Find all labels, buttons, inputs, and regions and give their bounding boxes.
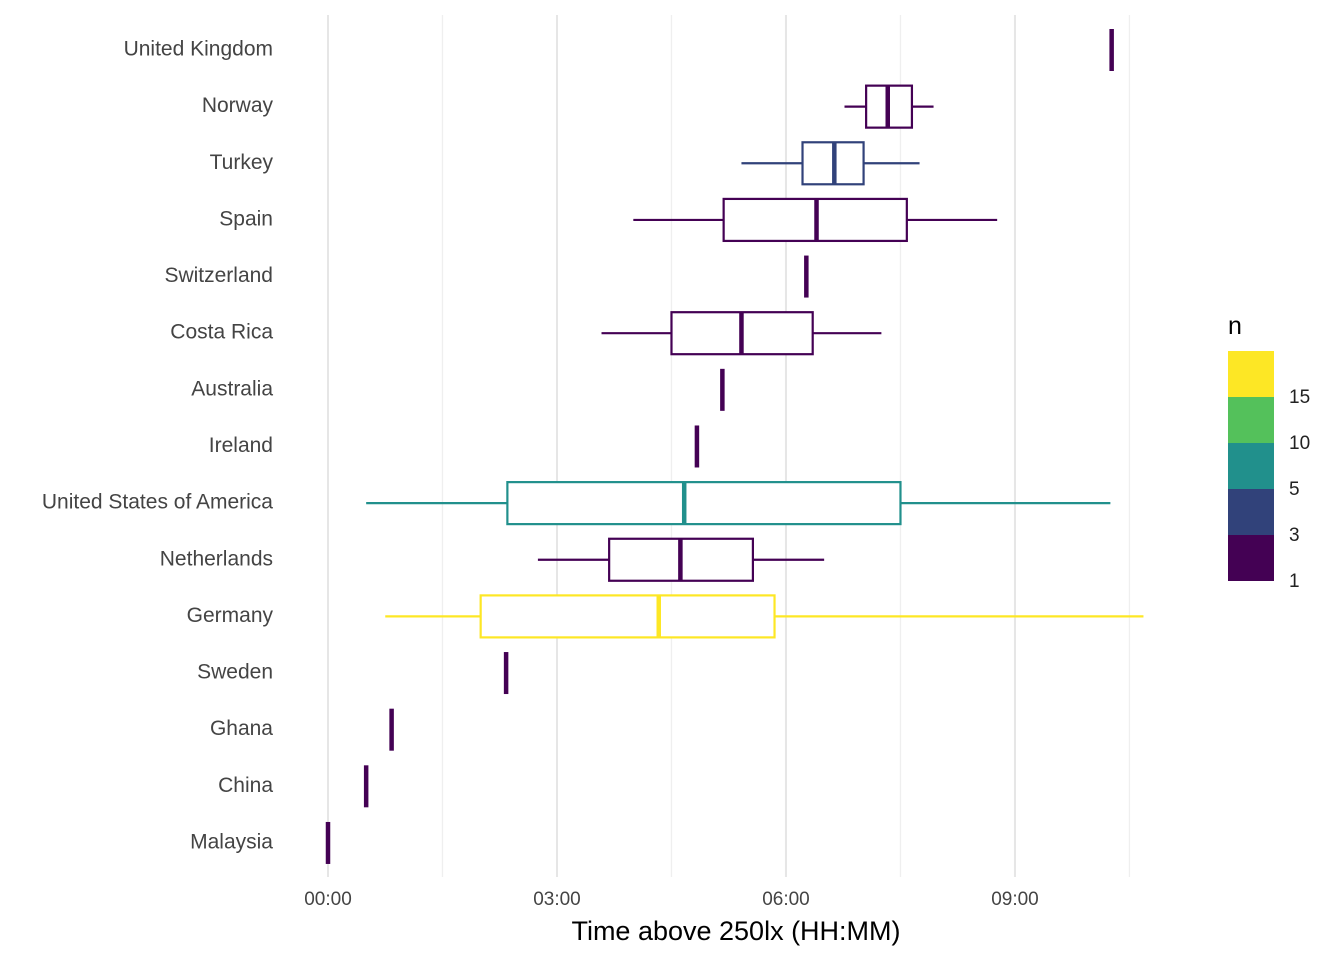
- y-tick-label: Australia: [191, 377, 273, 400]
- y-tick-label: Netherlands: [160, 547, 273, 570]
- x-axis-tick-labels: 00:00 03:00 06:00 09:00: [304, 889, 1039, 910]
- legend-labels: 15 10 5 3 1: [1289, 387, 1310, 592]
- y-tick-label: Turkey: [210, 151, 274, 174]
- y-tick-label: Spain: [219, 207, 273, 230]
- x-axis-title: Time above 250lx (HH:MM): [571, 916, 900, 946]
- y-tick-label: Norway: [202, 94, 274, 117]
- y-tick-label: Germany: [187, 604, 274, 627]
- iqr-box: [479, 594, 776, 639]
- legend-label: 5: [1289, 479, 1300, 500]
- boxplot-netherlands: [537, 537, 825, 582]
- y-tick-label: Sweden: [197, 661, 273, 684]
- boxplots: [325, 29, 1144, 864]
- y-axis-labels: United Kingdom Norway Turkey Spain Switzerla…: [42, 38, 274, 854]
- boxplot-costa-rica: [601, 311, 882, 356]
- y-tick-label: Switzerland: [164, 264, 273, 287]
- boxplot-germany: [385, 594, 1144, 639]
- y-tick-label: China: [218, 774, 273, 797]
- y-tick-label: Ghana: [210, 717, 273, 740]
- x-tick-label: 06:00: [762, 889, 810, 910]
- iqr-box: [506, 481, 902, 526]
- y-tick-label: United States of America: [42, 491, 273, 514]
- legend-colorbar: [1228, 351, 1274, 581]
- legend-label: 1: [1289, 571, 1300, 592]
- legend-bin-5-10: [1228, 443, 1274, 489]
- legend-bin-3-5: [1228, 489, 1274, 535]
- y-tick-label: Costa Rica: [170, 321, 273, 344]
- legend-bin-10-15: [1228, 397, 1274, 443]
- boxplot-norway: [844, 84, 934, 129]
- boxplot-united-states-of-america: [366, 481, 1111, 526]
- y-tick-label: Ireland: [209, 434, 273, 457]
- legend-bin-1-3: [1228, 535, 1274, 581]
- legend-bin->15: [1228, 351, 1274, 397]
- gridlines: [327, 15, 1131, 877]
- y-tick-label: United Kingdom: [124, 38, 273, 61]
- legend: n 15 10 5 3 1: [1228, 312, 1310, 592]
- boxplot-spain: [633, 197, 998, 243]
- legend-title: n: [1228, 312, 1242, 340]
- legend-label: 15: [1289, 387, 1310, 408]
- boxplot-turkey: [741, 141, 920, 186]
- legend-label: 3: [1289, 525, 1300, 546]
- legend-label: 10: [1289, 433, 1310, 454]
- x-tick-label: 00:00: [304, 889, 352, 910]
- y-tick-label: Malaysia: [190, 831, 273, 854]
- x-tick-label: 09:00: [991, 889, 1039, 910]
- x-tick-label: 03:00: [533, 889, 581, 910]
